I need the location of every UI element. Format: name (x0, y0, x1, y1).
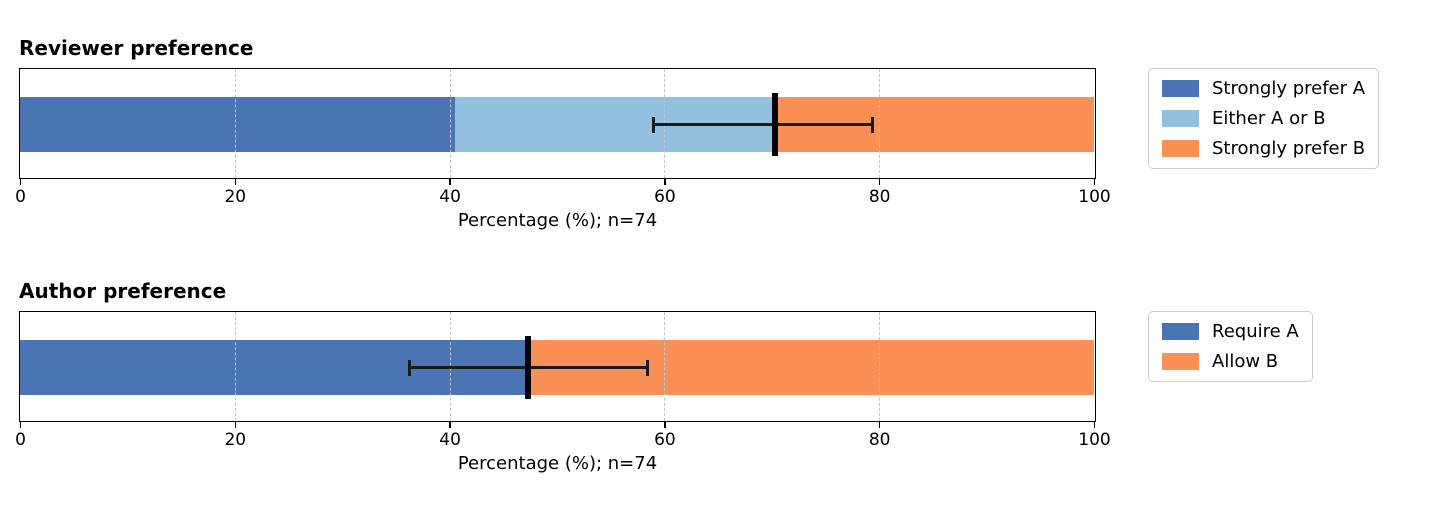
x-tick-mark-60 (664, 179, 666, 185)
legend-entry-label: Strongly prefer A (1212, 78, 1366, 99)
error-bar-cap-low (652, 116, 656, 133)
chart-title: Reviewer preference (19, 36, 254, 60)
x-tick-mark-0 (19, 179, 22, 185)
x-tick-label-80: 80 (868, 430, 891, 450)
x-tick-mark-100 (1093, 422, 1096, 428)
x-tick-label-100: 100 (1078, 187, 1111, 207)
error-bar-cap-low (408, 359, 412, 376)
gridline-20 (234, 312, 236, 421)
x-tick-label-100: 100 (1078, 430, 1111, 450)
gridline-20 (234, 69, 236, 178)
legend-entry: Either A or B (1162, 108, 1365, 129)
legend-entry: Allow B (1162, 351, 1299, 372)
x-tick-label-20: 20 (224, 187, 247, 207)
error-bar-line (653, 123, 873, 126)
legend-swatch-icon (1162, 140, 1199, 157)
x-tick-label-40: 40 (439, 187, 461, 207)
estimate-marker-line (525, 336, 531, 399)
x-tick-label-60: 60 (654, 187, 676, 207)
x-tick-mark-80 (878, 179, 881, 185)
x-tick-label-40: 40 (439, 430, 461, 450)
legend-entry-label: Allow B (1212, 351, 1279, 372)
gridline-40 (449, 69, 451, 178)
legend-entry: Require A (1162, 321, 1299, 342)
gridline-80 (879, 312, 881, 421)
error-bar-cap-high (871, 116, 875, 133)
x-tick-label-60: 60 (654, 430, 676, 450)
legend-entry-label: Either A or B (1212, 108, 1326, 129)
chart-title: Author preference (19, 279, 227, 303)
x-tick-mark-80 (878, 422, 881, 428)
x-axis-label: Percentage (%); n=74 (457, 210, 658, 231)
x-tick-mark-0 (19, 422, 22, 428)
legend-entry: Strongly prefer B (1162, 138, 1365, 159)
legend-swatch-icon (1162, 323, 1199, 340)
legend-swatch-icon (1162, 353, 1199, 370)
legend-swatch-icon (1162, 80, 1199, 97)
legend-swatch-icon (1162, 110, 1199, 127)
gridline-60 (664, 312, 666, 421)
x-tick-mark-40 (449, 179, 451, 185)
x-tick-label-0: 0 (15, 187, 26, 207)
x-tick-label-20: 20 (224, 430, 247, 450)
plot-area (19, 68, 1096, 179)
x-tick-mark-60 (664, 422, 666, 428)
bar-segment-strongly-prefer-a (20, 97, 455, 152)
plot-area (19, 311, 1096, 422)
x-tick-mark-40 (449, 422, 451, 428)
gridline-80 (879, 69, 881, 178)
legend-entry-label: Strongly prefer B (1212, 138, 1366, 159)
x-tick-label-0: 0 (15, 430, 26, 450)
x-tick-label-80: 80 (868, 187, 891, 207)
legend-entry-label: Require A (1212, 321, 1299, 342)
legend: Strongly prefer A Either A or B Strongly p… (1148, 68, 1380, 169)
x-tick-mark-100 (1093, 179, 1096, 185)
x-axis-label: Percentage (%); n=74 (457, 453, 658, 474)
error-bar-cap-high (645, 359, 649, 376)
x-tick-mark-20 (234, 422, 237, 428)
legend-entry: Strongly prefer A (1162, 78, 1365, 99)
legend: Require A Allow B (1148, 311, 1313, 382)
x-tick-mark-20 (234, 179, 237, 185)
estimate-marker-line (772, 93, 779, 156)
